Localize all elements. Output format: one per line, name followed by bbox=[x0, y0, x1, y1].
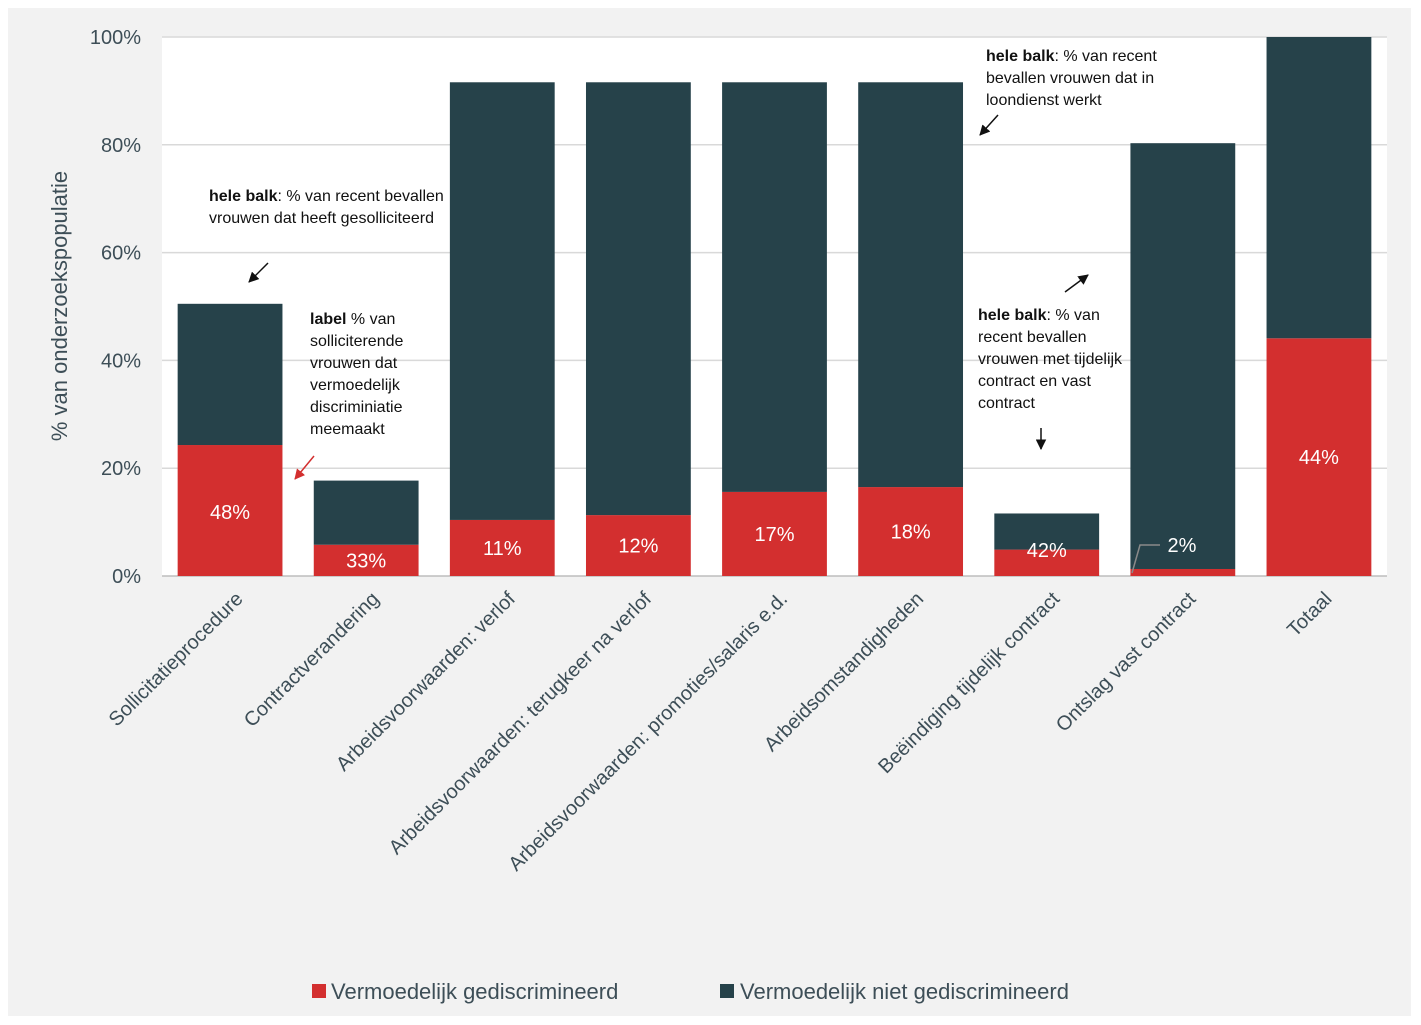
bar-segment-gediscrimineerd bbox=[858, 487, 964, 576]
category-label: Arbeidsvoorwaarden: terugkeer na verlof bbox=[385, 588, 656, 859]
data-label: 2% bbox=[1168, 535, 1197, 557]
y-tick-label: 40% bbox=[101, 350, 141, 372]
y-tick-label: 80% bbox=[101, 135, 141, 157]
data-label: 42% bbox=[1027, 540, 1067, 562]
annotation-arrow-1 bbox=[248, 262, 269, 283]
annotation-arrow-4 bbox=[1064, 274, 1089, 293]
category-label: Arbeidsvoorwaarden: promoties/salaris e.… bbox=[504, 588, 792, 876]
y-tick-labels: 0% 20% 40% 60% 80% 100% bbox=[90, 27, 141, 588]
data-label: 44% bbox=[1299, 447, 1339, 469]
bar-segment-niet-gediscrimineerd bbox=[858, 82, 964, 488]
bar-segment-gediscrimineerd bbox=[994, 549, 1100, 576]
legend: Vermoedelijk gediscrimineerd Vermoedelij… bbox=[312, 979, 1069, 1004]
bar-segment-niet-gediscrimineerd bbox=[585, 82, 691, 516]
bar-segment-gediscrimineerd bbox=[585, 515, 691, 576]
y-axis-label: % van onderzoekspopulatie bbox=[47, 171, 72, 441]
bar-segment-niet-gediscrimineerd bbox=[1266, 37, 1372, 339]
data-label: 48% bbox=[210, 502, 250, 524]
bar-segment-gediscrimineerd bbox=[1130, 568, 1236, 576]
y-tick-label: 0% bbox=[112, 566, 141, 588]
annotation-loondienst: hele balk: % van recent bevallen vrouwen… bbox=[986, 48, 1157, 109]
category-label: Arbeidsomstandigheden bbox=[760, 588, 928, 756]
data-label: 11% bbox=[483, 538, 522, 560]
category-label: Contractverandering bbox=[240, 588, 384, 732]
bar-segment-gediscrimineerd bbox=[1266, 338, 1372, 576]
bar-segment-niet-gediscrimineerd bbox=[722, 82, 827, 492]
annotation-contracten: hele balk: % van recent bevallen vrouwen… bbox=[978, 307, 1123, 412]
legend-label-gediscrimineerd: Vermoedelijk gediscrimineerd bbox=[331, 979, 618, 1004]
category-label: Ontslag vast contract bbox=[1052, 588, 1201, 737]
annotation-label-explanation: label % van solliciterende vrouwen dat v… bbox=[310, 311, 404, 438]
y-tick-label: 60% bbox=[101, 243, 141, 265]
annotation-arrow-2 bbox=[294, 455, 315, 480]
bar-segment-gediscrimineerd bbox=[722, 491, 827, 576]
bar-segment-gediscrimineerd bbox=[313, 544, 419, 576]
data-labels: 48% 33% 11% 12% 17% 18% 42% 2% 44% bbox=[210, 447, 1339, 572]
data-label: 18% bbox=[891, 522, 931, 544]
category-label: Sollicitatieprocedure bbox=[105, 588, 248, 731]
bars bbox=[177, 37, 1372, 576]
bar-segment-niet-gediscrimineerd bbox=[449, 82, 555, 520]
bar-segment-niet-gediscrimineerd bbox=[994, 513, 1100, 550]
y-tick-label: 100% bbox=[90, 27, 141, 49]
y-tick-label: 20% bbox=[101, 458, 141, 480]
legend-swatch-niet-gediscrimineerd bbox=[720, 984, 734, 998]
annotation-arrow-3 bbox=[979, 114, 999, 136]
data-label: 17% bbox=[754, 524, 794, 546]
bar-segment-gediscrimineerd bbox=[177, 445, 283, 576]
legend-swatch-gediscrimineerd bbox=[312, 984, 326, 998]
category-label: Totaal bbox=[1283, 588, 1336, 641]
bar-segment-niet-gediscrimineerd bbox=[177, 303, 283, 446]
data-label: 33% bbox=[346, 550, 386, 572]
data-label: 12% bbox=[618, 536, 658, 558]
bar-segment-niet-gediscrimineerd bbox=[1130, 143, 1236, 569]
annotation-sollicitatie: hele balk: % van recent bevallen vrouwen… bbox=[209, 188, 444, 227]
category-labels: SollicitatieprocedureContractverandering… bbox=[105, 588, 1337, 876]
leader-line-ontslag bbox=[1131, 544, 1160, 574]
bar-segment-niet-gediscrimineerd bbox=[313, 480, 419, 545]
legend-label-niet-gediscrimineerd: Vermoedelijk niet gediscrimineerd bbox=[740, 979, 1069, 1004]
bar-segment-gediscrimineerd bbox=[449, 519, 555, 576]
